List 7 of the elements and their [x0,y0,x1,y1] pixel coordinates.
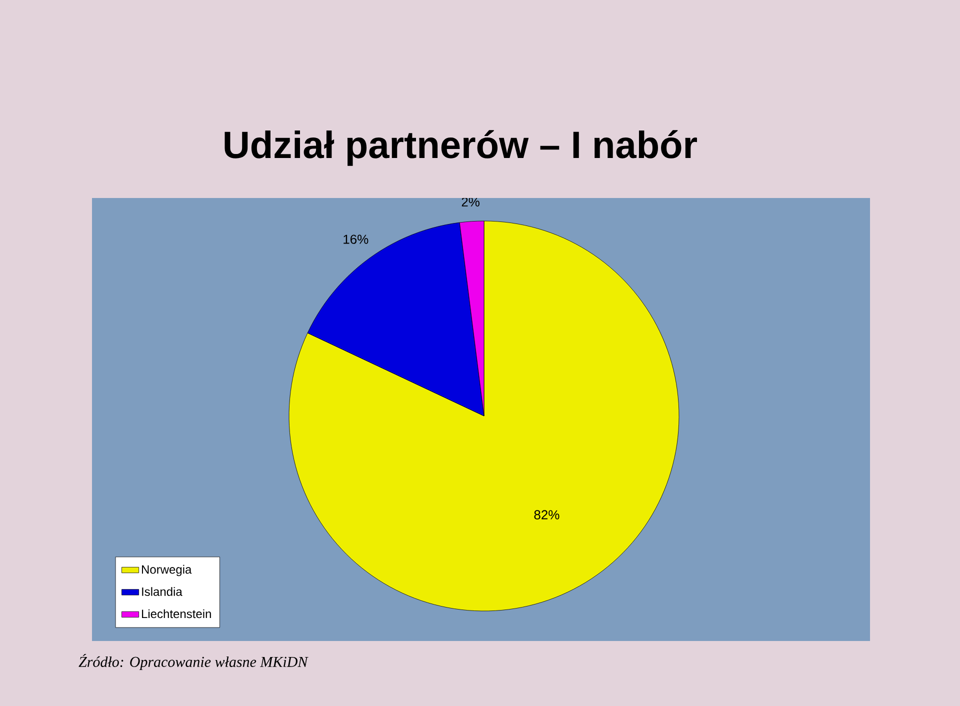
data-label: 16% [344,234,368,244]
legend-label: Norwegia [142,564,192,576]
text: Źródło: Opracowanie własne MKiDN [78,654,308,670]
chart-title: Udział partnerów – I nabór [224,130,697,166]
legend-label: Liechtenstein [142,609,211,618]
data-label: 82% [534,510,560,520]
legend-label: Islandia [142,587,182,596]
